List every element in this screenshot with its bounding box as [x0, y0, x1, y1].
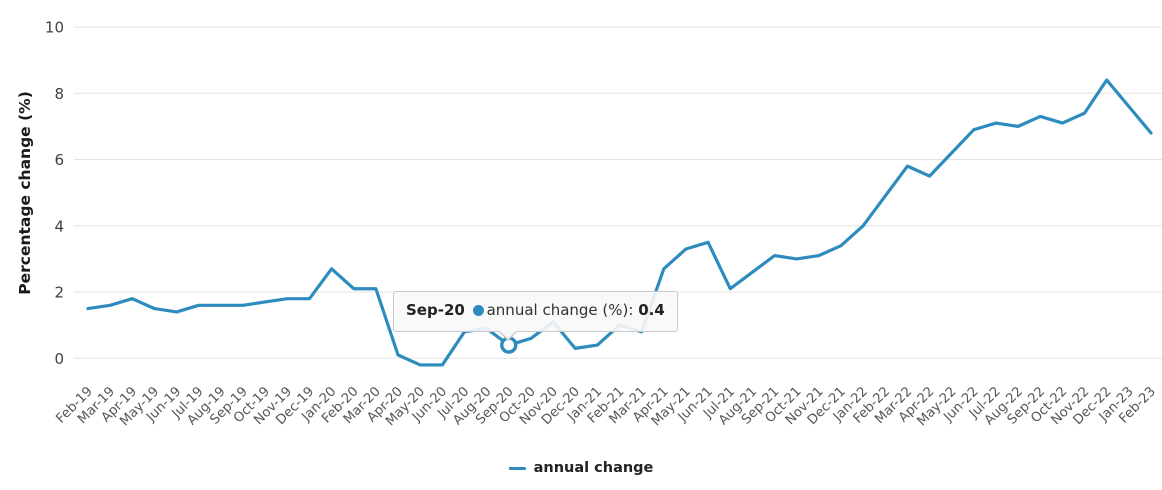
series-dot-icon: [472, 305, 484, 316]
y-tick-label: 10: [45, 19, 64, 37]
tooltip-value: 0.4: [638, 301, 665, 319]
y-tick-label: 2: [54, 284, 64, 302]
y-tick-label: 6: [54, 151, 64, 169]
tooltip-month: Sep-20: [406, 301, 465, 319]
y-tick-label: 4: [54, 217, 64, 235]
y-axis-title: Percentage change (%): [16, 91, 34, 295]
legend-label: annual change: [533, 460, 654, 476]
tooltip: Sep-20 annual change (%): 0.4: [393, 291, 678, 341]
y-tick-label: 8: [54, 85, 64, 103]
legend-line-swatch: [508, 466, 526, 470]
legend: annual change: [0, 460, 1162, 476]
y-tick-label: 0: [54, 350, 64, 368]
tooltip-series-label: annual change (%):: [486, 301, 634, 319]
